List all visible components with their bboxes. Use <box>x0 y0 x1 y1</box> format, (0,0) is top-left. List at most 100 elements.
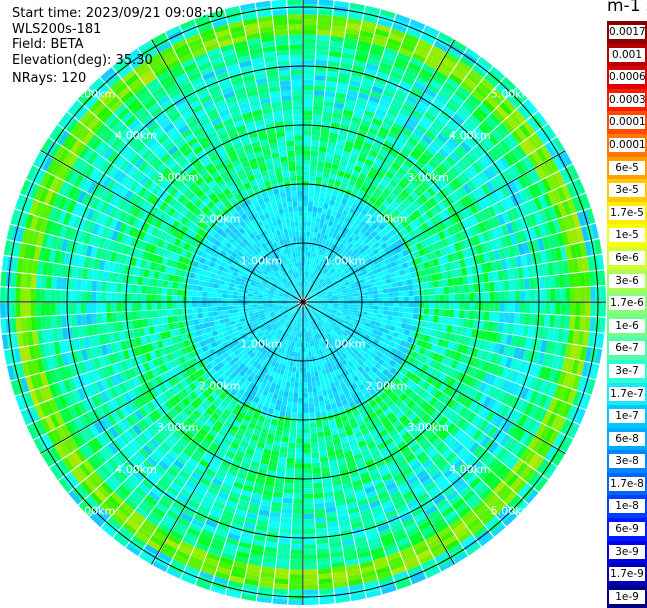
range-gate <box>288 335 293 341</box>
range-gate <box>277 299 283 301</box>
range-gate <box>305 311 307 317</box>
range-gate <box>423 349 431 357</box>
range-gate <box>506 369 515 381</box>
range-gate <box>507 439 519 453</box>
range-gate <box>434 370 443 380</box>
range-gate <box>413 465 425 476</box>
range-gate <box>80 291 87 302</box>
range-gate <box>391 432 401 442</box>
range-gate <box>421 427 432 437</box>
range-gate <box>286 334 291 340</box>
range-gate <box>286 406 292 413</box>
range-gate <box>248 312 255 317</box>
range-gate <box>209 482 221 492</box>
range-gate <box>276 322 282 327</box>
range-gate <box>489 413 500 426</box>
range-gate <box>286 317 291 322</box>
range-gate <box>455 462 468 475</box>
range-gate <box>166 410 176 421</box>
range-gate <box>274 362 280 368</box>
range-gate <box>207 297 213 302</box>
range-gate <box>329 423 337 431</box>
range-gate <box>296 305 300 310</box>
range-gate <box>303 337 306 343</box>
range-gate <box>231 336 238 343</box>
range-gate <box>520 336 528 349</box>
range-gate <box>252 322 258 328</box>
range-gate <box>399 352 407 360</box>
range-gate <box>176 373 185 382</box>
range-gate <box>280 523 292 529</box>
range-gate <box>186 302 193 309</box>
range-gate <box>341 534 354 542</box>
range-gate <box>320 318 326 324</box>
range-gate <box>346 334 352 340</box>
range-gate <box>402 490 415 500</box>
range-gate <box>488 341 496 353</box>
range-gate <box>262 556 277 564</box>
range-gate <box>307 382 312 388</box>
range-gate <box>395 476 407 487</box>
range-gate <box>318 327 323 333</box>
range-gate <box>489 477 502 491</box>
range-gate <box>252 306 259 310</box>
range-gate <box>290 308 296 312</box>
range-gate <box>176 335 183 343</box>
range-gate <box>336 311 342 315</box>
range-gate <box>203 317 210 323</box>
range-gate <box>325 511 337 518</box>
range-gate <box>234 432 244 441</box>
range-gate <box>194 273 201 280</box>
range-gate <box>31 260 39 274</box>
range-gate <box>455 502 469 514</box>
range-gate <box>188 556 204 566</box>
range-gate <box>258 415 266 423</box>
range-gate <box>368 468 379 477</box>
range-gate <box>458 353 467 363</box>
range-gate <box>404 409 414 418</box>
range-gate <box>237 337 244 344</box>
range-gate <box>481 330 488 341</box>
range-gate <box>195 542 209 552</box>
range-gate <box>312 330 316 336</box>
range-gate <box>335 324 342 329</box>
range-gate <box>239 356 246 363</box>
range-gate <box>50 276 57 289</box>
range-gate <box>331 386 338 394</box>
range-gate <box>379 392 388 400</box>
range-gate <box>540 339 548 353</box>
range-gate <box>319 588 334 595</box>
range-gate <box>312 304 318 307</box>
range-gate <box>83 360 92 373</box>
range-gate <box>350 516 362 525</box>
range-gate <box>281 400 288 407</box>
range-gate <box>413 376 422 385</box>
range-gate <box>417 388 426 397</box>
range-gate <box>273 306 279 309</box>
range-gate <box>303 307 305 313</box>
range-gate <box>270 343 276 349</box>
range-gate <box>360 508 372 517</box>
range-gate <box>460 384 470 395</box>
range-gate <box>525 337 533 350</box>
range-gate <box>576 360 585 376</box>
range-gate <box>314 497 325 504</box>
range-gate <box>481 408 492 420</box>
range-gate <box>421 440 432 451</box>
range-gate <box>404 435 415 445</box>
range-gate <box>532 438 544 453</box>
range-gate <box>561 357 570 372</box>
range-gate <box>354 362 361 369</box>
range-gate <box>101 524 116 538</box>
range-gate <box>158 460 170 471</box>
range-gate <box>393 302 399 307</box>
range-gate <box>247 299 253 302</box>
range-gate <box>229 412 238 421</box>
range-gate <box>327 526 340 533</box>
range-gate <box>284 321 289 327</box>
range-gate <box>300 306 303 312</box>
range-gate <box>317 304 323 307</box>
range-gate <box>356 352 363 359</box>
range-gate <box>397 345 405 353</box>
range-gate <box>407 565 423 576</box>
